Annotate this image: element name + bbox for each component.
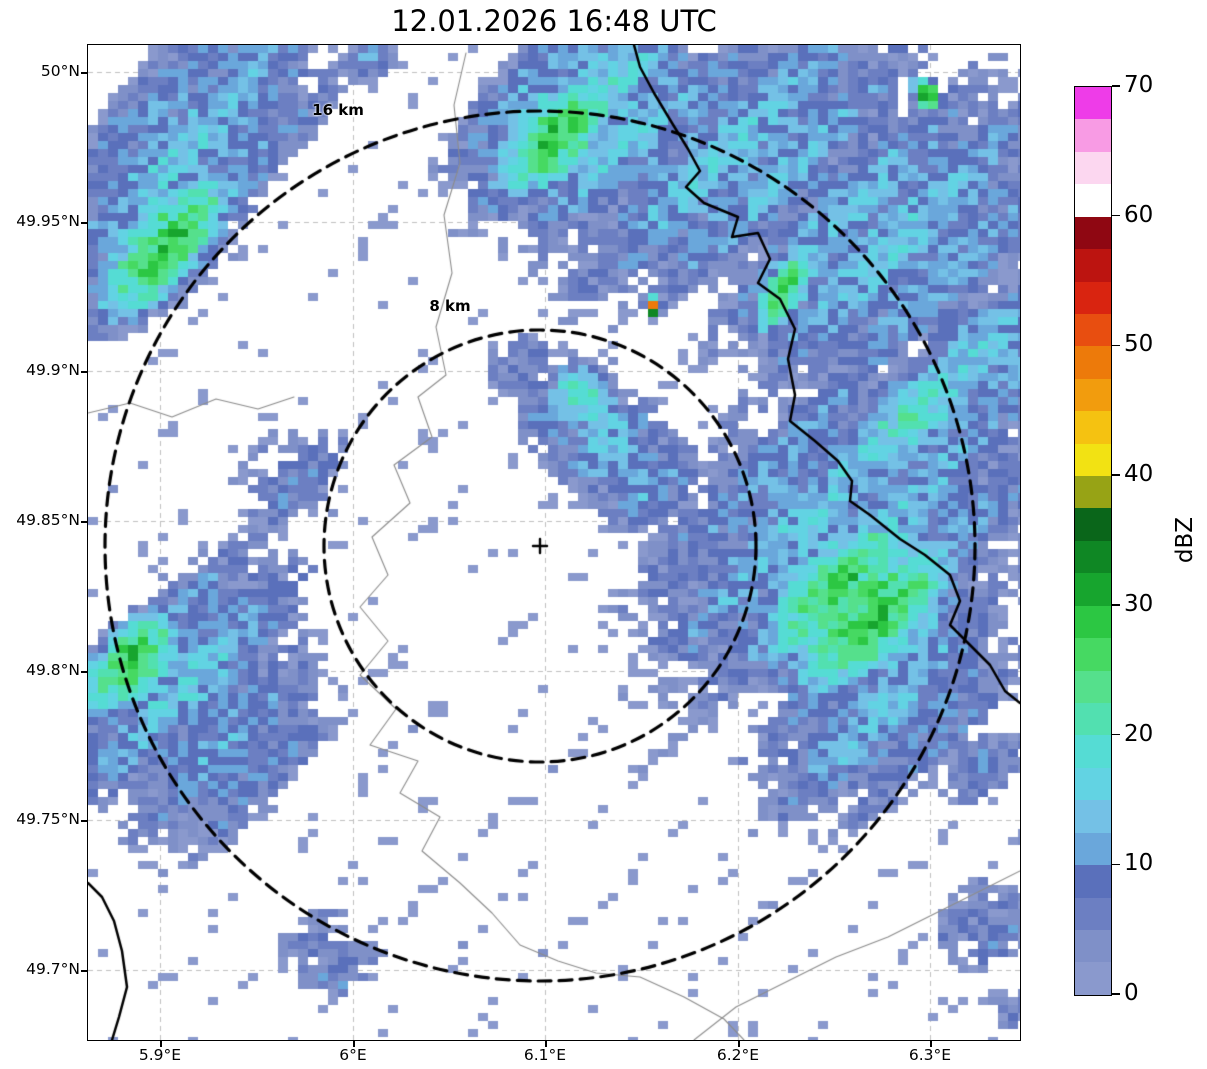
colorbar-segment bbox=[1075, 87, 1111, 120]
x-axis-tick-label: 6.1°E bbox=[523, 1046, 567, 1064]
colorbar-tick-label: 20 bbox=[1124, 720, 1154, 747]
colorbar-tick bbox=[1111, 993, 1120, 995]
radar-map-canvas bbox=[88, 45, 1020, 1040]
y-axis-tick bbox=[81, 72, 87, 74]
colorbar-segment bbox=[1075, 443, 1111, 477]
y-axis-tick bbox=[81, 820, 87, 822]
colorbar-tick bbox=[1111, 344, 1120, 347]
colorbar-segment bbox=[1075, 962, 1111, 995]
colorbar-segment bbox=[1075, 832, 1111, 866]
colorbar-tick bbox=[1111, 604, 1120, 606]
colorbar-segment bbox=[1075, 346, 1111, 379]
colorbar-segment bbox=[1075, 508, 1111, 541]
colorbar-segment bbox=[1075, 605, 1111, 639]
colorbar-segment bbox=[1075, 735, 1111, 768]
x-axis-tick bbox=[738, 1041, 740, 1047]
y-axis-tick-label: 49.75°N bbox=[16, 810, 80, 828]
colorbar-segment bbox=[1075, 573, 1111, 606]
range-ring-label-16km: 16 km bbox=[312, 101, 364, 119]
x-axis-tick-label: 6.3°E bbox=[908, 1046, 952, 1064]
y-axis-tick bbox=[81, 970, 87, 972]
colorbar-segment bbox=[1075, 313, 1111, 347]
colorbar-tick-label: 10 bbox=[1124, 850, 1154, 877]
colorbar-tick bbox=[1111, 474, 1120, 476]
colorbar-segment bbox=[1075, 378, 1111, 412]
x-axis-tick-label: 5.9°E bbox=[138, 1046, 182, 1064]
colorbar-segment bbox=[1075, 249, 1111, 282]
colorbar-tick-label: 70 bbox=[1124, 72, 1154, 98]
colorbar-segment bbox=[1075, 703, 1111, 736]
figure-title: 12.01.2026 16:48 UTC bbox=[391, 4, 717, 38]
colorbar-segment bbox=[1075, 638, 1111, 671]
colorbar-segment bbox=[1075, 540, 1111, 574]
colorbar-tick bbox=[1111, 85, 1120, 87]
y-axis-tick-label: 49.8°N bbox=[26, 661, 80, 679]
range-ring-label-8km: 8 km bbox=[429, 297, 471, 315]
colorbar-tick-label: 50 bbox=[1124, 331, 1154, 358]
y-axis-tick bbox=[81, 521, 87, 523]
colorbar-segment bbox=[1075, 767, 1111, 801]
colorbar-segment bbox=[1075, 800, 1111, 833]
y-axis-tick bbox=[81, 671, 87, 673]
y-axis-tick-label: 49.9°N bbox=[26, 361, 80, 379]
colorbar-tick-label: 40 bbox=[1124, 461, 1154, 488]
y-axis-tick bbox=[81, 222, 87, 224]
y-axis-tick-label: 49.7°N bbox=[26, 960, 80, 978]
colorbar-segment bbox=[1075, 216, 1111, 250]
x-axis-tick-label: 6°E bbox=[339, 1046, 367, 1064]
colorbar-segment bbox=[1075, 184, 1111, 217]
colorbar-axis-label: dBZ bbox=[1172, 516, 1198, 564]
y-axis-tick-label: 49.95°N bbox=[16, 212, 80, 230]
colorbar-tick-label: 60 bbox=[1124, 201, 1154, 228]
y-axis-tick-label: 49.85°N bbox=[16, 511, 80, 529]
colorbar-segment bbox=[1075, 897, 1111, 930]
colorbar-segment bbox=[1075, 151, 1111, 185]
colorbar-segment bbox=[1075, 119, 1111, 152]
y-axis-tick-label: 50°N bbox=[40, 62, 80, 80]
colorbar-tick-label: 0 bbox=[1124, 980, 1139, 1006]
colorbar-segment bbox=[1075, 281, 1111, 314]
y-axis-tick bbox=[81, 371, 87, 373]
x-axis-tick bbox=[545, 1041, 547, 1047]
x-axis-tick-label: 6.2°E bbox=[716, 1046, 760, 1064]
colorbar-tick bbox=[1111, 863, 1120, 866]
colorbar-segment bbox=[1075, 929, 1111, 963]
colorbar bbox=[1074, 86, 1112, 996]
colorbar-tick bbox=[1111, 214, 1120, 217]
x-axis-tick bbox=[930, 1041, 932, 1047]
colorbar-segment bbox=[1075, 411, 1111, 444]
colorbar-segment bbox=[1075, 476, 1111, 509]
radar-map: 16 km 8 km bbox=[87, 44, 1021, 1041]
x-axis-tick bbox=[353, 1041, 355, 1047]
x-axis-tick bbox=[160, 1041, 162, 1047]
colorbar-tick bbox=[1111, 733, 1120, 736]
colorbar-segment bbox=[1075, 865, 1111, 898]
colorbar-segment bbox=[1075, 670, 1111, 704]
colorbar-tick-label: 30 bbox=[1124, 590, 1154, 617]
